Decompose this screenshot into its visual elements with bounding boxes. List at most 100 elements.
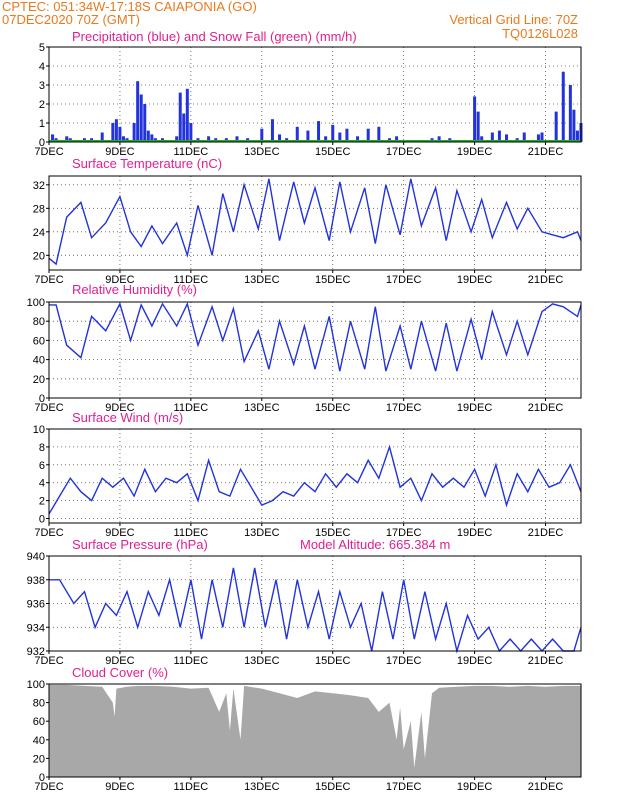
precip-ytick-label: 1 [39, 118, 45, 130]
precip-bar [207, 136, 211, 142]
precip-bar [150, 134, 154, 142]
precip-ytick-label: 3 [39, 80, 45, 92]
temp-xtick-label: 11DEC [174, 274, 209, 286]
pres-line [49, 567, 582, 654]
pres-title: Surface Pressure (hPa) [72, 537, 208, 552]
header-station: CPTEC: 051:34W-17:18S CAIAPONIA (GO) [2, 0, 257, 14]
precip-title: Precipitation (blue) and Snow Fall (gree… [72, 29, 357, 44]
precip-bar [522, 132, 526, 142]
precip-xtick-label: 19DEC [457, 146, 493, 158]
wind-ytick-label: 2 [39, 496, 45, 508]
rh-xtick-label: 9DEC [105, 402, 134, 414]
temp-ytick-label: 20 [33, 250, 45, 262]
temp-xtick-label: 21DEC [528, 274, 564, 286]
cloud-ytick-label: 0 [39, 772, 45, 784]
temp-xtick-label: 15DEC [315, 274, 351, 286]
precip-bar [377, 126, 381, 142]
header-date: 07DEC2020 70Z (GMT) [2, 12, 140, 27]
precip-bar [121, 136, 125, 142]
cloud-frame [48, 683, 582, 778]
precip-bar [366, 128, 370, 142]
precip-bar [561, 71, 565, 142]
precip-bar [260, 128, 264, 142]
precip-bar [182, 113, 186, 142]
precip-bar [306, 130, 310, 142]
precip-bar [278, 134, 282, 142]
precip-bar [132, 123, 136, 142]
pres-ytick-label: 934 [27, 622, 45, 634]
cloud-xtick-label: 17DEC [386, 781, 422, 793]
precip-bar [505, 134, 509, 142]
rh-xtick-label: 13DEC [244, 402, 280, 414]
precip-panel: Precipitation (blue) and Snow Fall (gree… [34, 29, 583, 158]
precip-xtick-label: 21DEC [528, 146, 564, 158]
pres-xtick-label: 17DEC [386, 655, 422, 667]
cloud-xtick-label: 11DEC [174, 781, 209, 793]
rh-panel: Relative Humidity (%) 0 20 40 60 80 100 7DEC 9DE… [27, 282, 582, 414]
precip-bar [490, 132, 494, 142]
precip-bar [189, 123, 193, 142]
temp-xtick-label: 9DEC [105, 274, 134, 286]
cloud-xtick-label: 15DEC [315, 781, 351, 793]
wind-frame [48, 428, 582, 524]
pres-panel: Surface Pressure (hPa) Model Altitude: 66… [27, 537, 582, 667]
wind-xtick-label: 15DEC [315, 527, 351, 539]
cloud-ytick-label: 40 [33, 735, 45, 747]
precip-bar [100, 132, 104, 142]
cloud-ytick-label: 100 [27, 679, 45, 691]
rh-ytick-label: 100 [27, 297, 45, 309]
precip-bar [143, 104, 147, 142]
precip-bar [114, 119, 118, 142]
rh-xtick-label: 21DEC [528, 402, 564, 414]
precip-bar [118, 126, 122, 142]
precip-bar [338, 132, 342, 142]
wind-xtick-label: 13DEC [244, 527, 280, 539]
rh-xtick-label: 7DEC [34, 402, 63, 414]
wind-ytick-label: 8 [39, 442, 45, 454]
precip-bar [146, 130, 150, 142]
precip-bar [345, 128, 349, 142]
temp-line [48, 178, 582, 266]
rh-xtick-label: 15DEC [315, 402, 351, 414]
precip-xtick-label: 17DEC [386, 146, 422, 158]
temp-ytick-label: 28 [33, 203, 45, 215]
pres-annotation: Model Altitude: 665.384 m [300, 537, 450, 552]
precip-bar [178, 92, 182, 142]
cloud-xtick-label: 13DEC [244, 781, 280, 793]
precip-bar [540, 132, 544, 142]
pres-xtick-label: 11DEC [174, 655, 209, 667]
rh-xtick-label: 11DEC [174, 402, 209, 414]
precip-bar [317, 121, 321, 142]
precip-bar [568, 85, 572, 142]
cloud-xtick-label: 19DEC [457, 781, 493, 793]
temp-xtick-label: 13DEC [244, 274, 280, 286]
temp-ytick-label: 24 [33, 227, 45, 239]
temp-ytick-label: 32 [33, 180, 45, 192]
wind-ytick-label: 4 [39, 478, 45, 490]
precip-bar [295, 126, 299, 142]
temp-xtick-label: 17DEC [386, 274, 422, 286]
precip-bar [139, 94, 143, 142]
wind-xtick-label: 7DEC [34, 527, 63, 539]
wind-title: Surface Wind (m/s) [72, 410, 183, 425]
pres-ytick-label: 938 [27, 575, 45, 587]
wind-xtick-label: 21DEC [528, 527, 564, 539]
wind-xtick-label: 17DEC [386, 527, 422, 539]
precip-xtick-label: 11DEC [174, 146, 209, 158]
precip-xtick-label: 13DEC [244, 146, 280, 158]
precip-bar [536, 134, 540, 142]
precip-bar [136, 81, 140, 142]
cloud-xtick-label: 7DEC [34, 781, 63, 793]
wind-xtick-label: 9DEC [105, 527, 134, 539]
pres-ytick-label: 932 [27, 646, 45, 658]
precip-ytick-label: 0 [39, 137, 45, 149]
precip-bar [175, 136, 179, 142]
cloud-xtick-label: 21DEC [528, 781, 564, 793]
precip-bar [185, 88, 189, 142]
precip-bar [356, 136, 360, 142]
pres-xtick-label: 7DEC [34, 655, 63, 667]
precip-xtick-label: 7DEC [34, 146, 63, 158]
precip-xtick-label: 15DEC [315, 146, 351, 158]
cloud-panel: Cloud Cover (%) 0 20 40 60 80 100 7DEC 9DEC 11DEC… [27, 665, 582, 793]
